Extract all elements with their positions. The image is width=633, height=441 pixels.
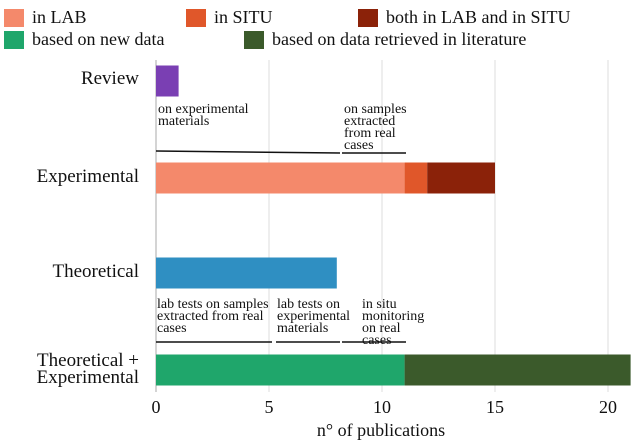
- annotation: lab tests on experimental materials: [277, 297, 351, 336]
- annotation-bracket: [155, 150, 341, 154]
- annotation: in situ monitoring on real cases: [362, 297, 425, 348]
- legend-swatch: [4, 9, 24, 27]
- annotation: lab tests on samples extracted from real…: [157, 297, 269, 336]
- x-tick-label: 20: [599, 397, 617, 417]
- legend-label: based on data retrieved in literature: [272, 29, 526, 49]
- legend-swatch: [4, 31, 24, 49]
- legend-label: in SITU: [214, 7, 273, 27]
- x-tick-label: 0: [152, 397, 161, 417]
- x-tick-label: 5: [265, 397, 274, 417]
- bar: [404, 354, 631, 386]
- y-tick-label: Theoretical: [52, 261, 139, 282]
- y-tick-label: Review: [80, 68, 139, 89]
- legend-label: based on new data: [32, 29, 164, 49]
- annotation: on experimental materials: [158, 102, 249, 129]
- legend-label: in LAB: [32, 7, 87, 27]
- legend-swatch: [358, 9, 378, 27]
- bar: [156, 354, 405, 386]
- x-tick-label: 10: [373, 397, 391, 417]
- legend-swatch: [244, 31, 264, 49]
- bar: [404, 162, 428, 194]
- legend-label: both in LAB and in SITU: [386, 7, 571, 27]
- bar: [156, 162, 405, 194]
- legend-swatch: [186, 9, 206, 27]
- bar: [427, 162, 495, 194]
- y-tick-label: Theoretical + Experimental: [36, 350, 139, 388]
- bar: [156, 65, 179, 97]
- x-axis-title: n° of publications: [317, 420, 445, 440]
- annotation: on samples extracted from real cases: [344, 102, 407, 153]
- x-tick-label: 15: [486, 397, 504, 417]
- bar: [156, 257, 337, 289]
- y-tick-label: Experimental: [36, 166, 139, 187]
